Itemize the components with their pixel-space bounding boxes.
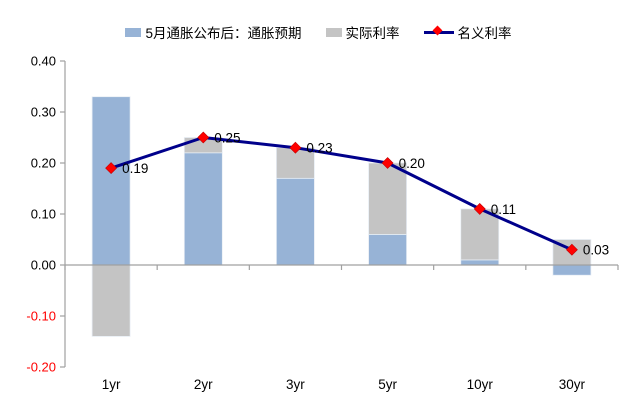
- x-axis-label-3yr: 3yr: [286, 377, 305, 392]
- legend-diamond-icon: [432, 25, 442, 36]
- bar-gray-1yr: [91, 264, 131, 337]
- bar-blue-5yr: [368, 234, 407, 266]
- legend-swatch-gray-bar: [325, 27, 342, 37]
- bar-gray-10yr: [460, 208, 500, 261]
- y-axis-tick-label: 0.10: [31, 207, 56, 222]
- point-label-10yr: 0.11: [491, 202, 516, 217]
- point-label-2yr: 0.25: [214, 131, 240, 146]
- y-axis-tick-label: 0.30: [31, 105, 56, 120]
- diamond-marker-30yr: [565, 243, 578, 256]
- y-axis-tick-label: 0.20: [31, 156, 56, 171]
- chart-legend: 5月通胀公布后：通胀预期 实际利率 名义利率: [0, 22, 637, 42]
- y-axis-tick-label: -0.10: [26, 309, 56, 324]
- diamond-marker-5yr: [381, 157, 394, 169]
- x-axis-label-5yr: 5yr: [378, 377, 397, 392]
- legend-label-inflation-expectation: 5月通胀公布后：通胀预期: [145, 26, 302, 41]
- point-label-3yr: 0.23: [306, 141, 332, 156]
- bar-blue-10yr: [460, 259, 500, 266]
- bar-blue-1yr: [91, 96, 131, 266]
- legend-label-nominal-rate: 名义利率: [457, 26, 512, 41]
- legend-item-inflation-expectation: 5月通胀公布后：通胀预期: [125, 22, 302, 42]
- bar-blue-3yr: [276, 177, 315, 266]
- y-axis-tick-label: 0.00: [31, 258, 56, 273]
- x-axis-label-1yr: 1yr: [102, 377, 121, 392]
- x-axis-label-2yr: 2yr: [194, 377, 213, 392]
- diamond-marker-10yr: [473, 202, 486, 215]
- point-label-30yr: 0.03: [583, 243, 609, 258]
- legend-item-nominal-rate: 名义利率: [423, 22, 512, 42]
- bar-blue-30yr: [552, 264, 592, 276]
- legend-item-real-rate: 实际利率: [325, 22, 400, 42]
- bar-blue-2yr: [183, 152, 223, 266]
- point-label-1yr: 0.19: [122, 161, 148, 176]
- legend-label-real-rate: 实际利率: [345, 26, 400, 41]
- y-axis-tick-label: -0.20: [26, 360, 56, 375]
- legend-swatch-blue-bar: [125, 27, 142, 37]
- y-axis-tick-label: 0.40: [31, 54, 56, 69]
- x-axis-label-10yr: 10yr: [467, 377, 494, 392]
- diamond-marker-2yr: [197, 131, 210, 144]
- diamond-marker-3yr: [289, 141, 302, 154]
- bar-gray-5yr: [368, 162, 407, 235]
- diamond-marker-1yr: [105, 162, 118, 175]
- point-label-5yr: 0.20: [399, 156, 425, 171]
- x-axis-label-30yr: 30yr: [559, 377, 586, 392]
- nominal-rate-line: [110, 136, 573, 252]
- legend-swatch-line-diamond: [423, 25, 454, 38]
